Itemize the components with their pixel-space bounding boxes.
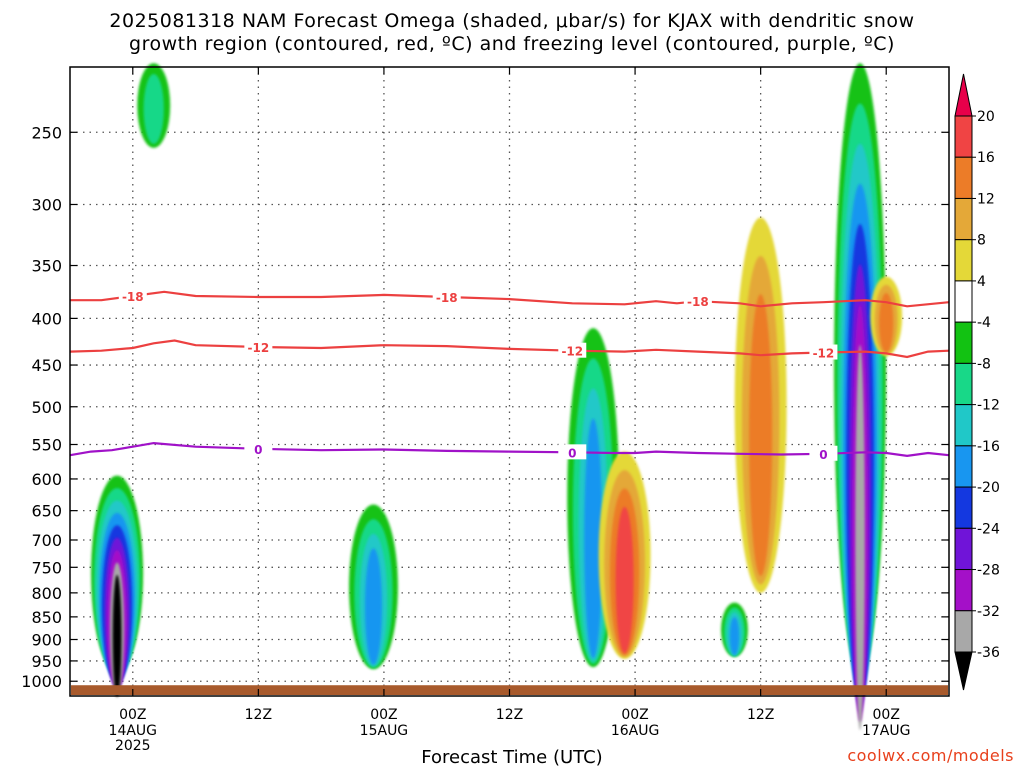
- contour-label: 0: [819, 448, 827, 462]
- contour-label-bg: [244, 440, 273, 456]
- colorbar-label: 12: [977, 191, 995, 207]
- x-tick-label: 12Z: [245, 707, 272, 723]
- omega-shade-6-3: [729, 617, 740, 656]
- colorbar-max-arrow: [954, 73, 973, 117]
- contour-label: -12: [248, 341, 270, 355]
- plot-frame: [69, 66, 950, 697]
- omega-shade-5-2: [749, 294, 773, 576]
- colorbar-label: -24: [977, 521, 1000, 537]
- colorbar-label: -20: [977, 480, 1000, 496]
- x-axis-label: Forecast Time (UTC): [421, 747, 603, 768]
- contour-line-0: [69, 441, 950, 458]
- y-tick-label: 950: [31, 652, 62, 671]
- colorbar-segment: [954, 280, 973, 323]
- chart-title-line-2: growth region (contoured, red, ºC) and f…: [129, 33, 895, 55]
- colorbar-label: 8: [977, 233, 986, 249]
- contour-label-bg: [118, 287, 147, 303]
- contour-line--12: [69, 339, 950, 359]
- credit-text[interactable]: coolwx.com/models: [847, 746, 1014, 765]
- colorbar-segment: [954, 362, 973, 406]
- y-tick-label: 650: [31, 502, 62, 521]
- y-tick-label: 700: [31, 531, 62, 550]
- x-tick-date: 15AUG: [360, 723, 409, 739]
- y-tick-label: 250: [31, 123, 62, 142]
- colorbar-segment: [954, 486, 973, 529]
- colorbar-label: -32: [977, 604, 1000, 620]
- omega-shade-7-7: [855, 344, 865, 731]
- x-tick-label: 00Z: [873, 707, 900, 723]
- y-tick-label: 300: [31, 195, 62, 214]
- colorbar-segment: [954, 527, 973, 571]
- y-tick-label: 850: [31, 608, 62, 627]
- colorbar-segment: [954, 321, 973, 364]
- colorbar-label: -12: [977, 398, 1000, 414]
- contour-line--18: [70, 290, 950, 308]
- colorbar-segment: [954, 445, 973, 488]
- x-tick-label: 00Z: [370, 707, 397, 723]
- y-tick-label: 450: [31, 356, 62, 375]
- omega-shade-3-3: [584, 418, 603, 659]
- colorbar-label: -16: [977, 439, 1000, 455]
- colorbar-segment: [954, 569, 973, 612]
- contour-label: -12: [813, 347, 835, 361]
- colorbar-label: -28: [977, 563, 1000, 579]
- x-tick-date: 14AUG: [109, 723, 158, 739]
- omega-shade-1-1: [143, 73, 164, 144]
- x-tick-date: 17AUG: [862, 723, 911, 739]
- x-tick-label: 00Z: [119, 707, 146, 723]
- omega-shade-2-3: [364, 548, 382, 665]
- y-tick-label: 900: [31, 631, 62, 650]
- contour-label-bg: [244, 339, 273, 355]
- contour-label-bg: [683, 293, 712, 309]
- colorbar-label: -4: [977, 315, 991, 331]
- y-tick-label: 1000: [21, 672, 62, 691]
- contour-label-bg: [558, 342, 587, 358]
- colorbar-segment: [954, 115, 973, 158]
- colorbar-label: 4: [977, 274, 986, 290]
- colorbar-label: 20: [977, 109, 995, 125]
- contour-label-bg: [432, 289, 461, 305]
- contour-label: 0: [568, 446, 576, 460]
- x-tick-label: 12Z: [496, 707, 523, 723]
- colorbar-label: -36: [977, 645, 1000, 661]
- colorbar-label: -8: [977, 356, 991, 372]
- omega-shade-0-8: [112, 574, 122, 698]
- colorbar-segment: [954, 156, 973, 199]
- contour-label: -18: [122, 290, 144, 304]
- y-tick-label: 800: [31, 584, 62, 603]
- chart-title-line-1: 2025081318 NAM Forecast Omega (shaded, μ…: [109, 10, 915, 32]
- x-tick-year: 2025: [115, 738, 151, 754]
- y-tick-label: 550: [31, 436, 62, 455]
- contour-label: -18: [687, 295, 709, 309]
- colorbar-label: 16: [977, 150, 995, 166]
- x-tick-label: 00Z: [621, 707, 648, 723]
- contour-label-bg: [809, 445, 838, 461]
- y-tick-label: 500: [31, 398, 62, 417]
- y-tick-label: 750: [31, 558, 62, 577]
- colorbar-segment: [954, 610, 973, 653]
- x-tick-date: 16AUG: [611, 723, 660, 739]
- omega-shade-8-2: [879, 292, 894, 353]
- colorbar-segment: [954, 239, 973, 282]
- y-tick-label: 600: [31, 470, 62, 489]
- y-tick-label: 350: [31, 257, 62, 276]
- contour-label: 0: [254, 443, 262, 457]
- colorbar-segment: [954, 404, 973, 447]
- contour-label-bg: [809, 344, 838, 360]
- colorbar-min-arrow: [954, 651, 973, 691]
- y-tick-label: 400: [31, 309, 62, 328]
- contour-label-bg: [558, 444, 587, 460]
- colorbar-segment: [954, 197, 973, 241]
- contour-label: -12: [561, 345, 583, 359]
- x-tick-label: 12Z: [747, 707, 774, 723]
- contour-label: -18: [436, 291, 458, 305]
- omega-shade-4-3: [615, 506, 634, 654]
